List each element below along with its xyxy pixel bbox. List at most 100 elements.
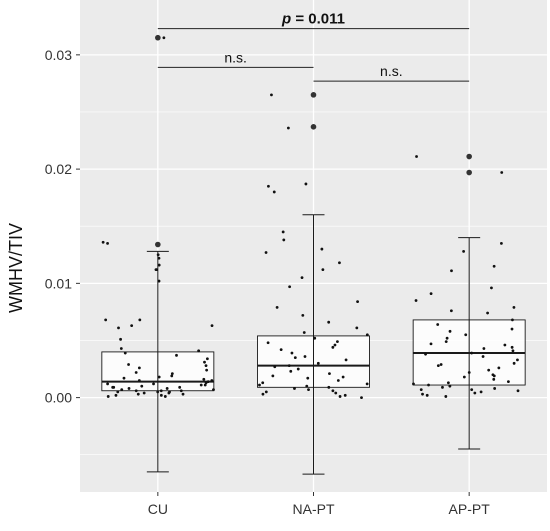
jitter-point: [305, 384, 309, 388]
jitter-point: [467, 371, 471, 374]
jitter-point: [167, 391, 171, 395]
jitter-point: [116, 390, 120, 394]
jitter-point: [296, 367, 300, 371]
jitter-point: [170, 372, 174, 376]
jitter-point: [481, 355, 485, 358]
jitter-point: [106, 241, 109, 245]
jitter-point: [487, 368, 491, 372]
y-tick-label: 0.02: [45, 161, 72, 177]
jitter-point: [205, 357, 209, 361]
p-value: = 0.011: [291, 11, 345, 28]
jitter-point: [137, 366, 141, 370]
jitter-point: [439, 363, 443, 366]
jitter-point: [331, 345, 335, 349]
jitter-point: [511, 318, 514, 322]
jitter-point: [355, 326, 359, 330]
jitter-point: [204, 381, 208, 385]
jitter-point: [165, 387, 169, 390]
jitter-point: [516, 389, 520, 393]
jitter-point: [365, 382, 369, 386]
jitter-point: [134, 371, 138, 374]
jitter-point: [258, 383, 261, 387]
jitter-point: [275, 305, 279, 309]
jitter-point: [306, 376, 310, 380]
jitter-point: [429, 342, 433, 346]
jitter-point: [419, 388, 423, 392]
jitter-point: [427, 383, 430, 387]
jitter-point: [490, 286, 493, 290]
jitter-point: [497, 366, 501, 370]
jitter-point: [492, 374, 496, 378]
jitter-point: [142, 391, 146, 395]
outlier-point: [466, 153, 472, 160]
jitter-point: [101, 240, 105, 244]
jitter-point: [492, 377, 496, 381]
jitter-point: [500, 171, 504, 174]
x-tick-label: CU: [148, 501, 168, 517]
jitter-point: [266, 341, 270, 345]
jitter-point: [286, 126, 290, 130]
jitter-point: [119, 337, 122, 341]
significance-label: n.s.: [380, 63, 403, 79]
jitter-point: [307, 388, 310, 392]
jitter-point: [321, 268, 325, 272]
x-tick-label: NA-PT: [293, 501, 335, 517]
jitter-point: [111, 385, 115, 389]
jitter-point: [360, 396, 363, 399]
jitter-point: [138, 318, 142, 322]
outlier-point: [310, 124, 317, 130]
jitter-point: [264, 390, 268, 394]
jitter-point: [202, 377, 206, 381]
jitter-point: [512, 305, 516, 309]
jitter-point: [122, 376, 126, 380]
jitter-point: [159, 393, 163, 397]
jitter-point: [441, 385, 444, 389]
outlier-point: [310, 92, 317, 98]
y-axis-label: WMHV/TIV: [6, 223, 26, 313]
jitter-point: [343, 393, 347, 397]
jitter-point: [424, 352, 427, 356]
jitter-point: [510, 327, 514, 331]
jitter-point: [127, 387, 131, 390]
jitter-point: [271, 374, 275, 378]
data-points: [101, 36, 520, 399]
jitter-point: [365, 333, 369, 337]
significance-label: p = 0.011: [281, 11, 345, 28]
jitter-point: [273, 365, 277, 369]
jitter-point: [436, 323, 440, 326]
jitter-point: [415, 155, 418, 158]
jitter-point: [313, 336, 317, 340]
axes: 0.00 0.01 0.02 0.03 CU NA-PT AP-PT WMHV/TIV: [6, 47, 490, 517]
y-tick-label: 0.03: [45, 47, 72, 63]
jitter-point: [140, 384, 144, 388]
jitter-point: [272, 190, 276, 194]
jitter-point: [156, 253, 160, 257]
jitter-point: [336, 379, 340, 382]
jitter-point: [338, 395, 342, 398]
jitter-point: [288, 285, 292, 289]
jitter-point: [470, 388, 474, 392]
jitter-point: [493, 387, 497, 390]
jitter-point: [163, 395, 167, 398]
y-tick-label: 0.01: [45, 275, 72, 291]
jitter-point: [175, 353, 178, 357]
jitter-point: [446, 381, 450, 385]
p-symbol: p: [281, 11, 291, 28]
jitter-point: [203, 383, 207, 387]
outlier-point: [466, 169, 472, 176]
jitter-point: [341, 375, 345, 379]
jitter-point: [516, 358, 519, 362]
jitter-point: [137, 379, 141, 382]
jitter-point: [119, 347, 123, 350]
jitter-point: [503, 343, 507, 347]
jitter-point: [130, 324, 134, 328]
jitter-point: [106, 395, 110, 398]
jitter-point: [464, 333, 468, 337]
jitter-point: [507, 380, 510, 384]
jitter-point: [212, 388, 215, 392]
jitter-point: [334, 391, 338, 395]
jitter-point: [500, 241, 503, 245]
jitter-point: [199, 383, 203, 387]
